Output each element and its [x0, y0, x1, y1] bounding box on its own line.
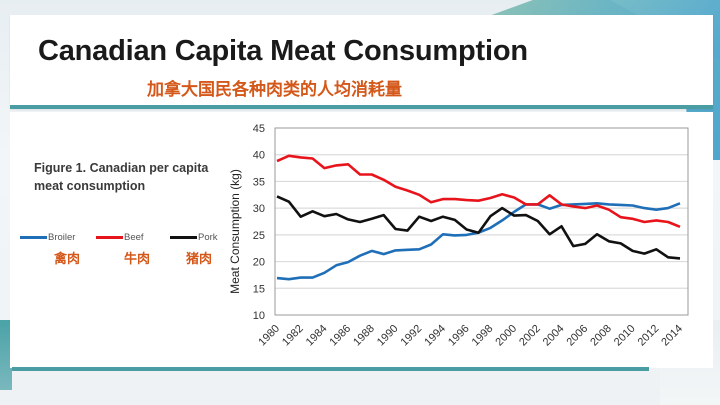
x-axis-ticks: 1980198219841986198819901992199419961998…	[256, 323, 685, 349]
x-tick-label: 1986	[327, 323, 353, 349]
y-axis-ticks: 10 15 20 25 30 35 40 45	[253, 123, 265, 322]
legend-label-beef: Beef	[124, 232, 144, 243]
legend-cn-broiler: 禽肉	[54, 251, 81, 266]
series-line-beef	[276, 154, 681, 229]
y-tick-label: 25	[253, 230, 265, 242]
legend-cn-beef: 牛肉	[124, 251, 151, 266]
legend-swatch-beef	[96, 236, 123, 239]
slide-title: Canadian Capita Meat Consumption	[38, 35, 528, 67]
legend-label-pork: Pork	[198, 232, 218, 243]
y-tick-label: 45	[253, 123, 265, 135]
x-tick-label: 2010	[612, 323, 638, 349]
gridlines	[275, 154, 688, 289]
y-tick-label: 15	[253, 283, 265, 295]
legend-item-broiler: Broiler	[20, 232, 75, 243]
legend-swatch-pork	[170, 236, 197, 239]
legend-item-beef: Beef	[96, 232, 144, 243]
x-tick-label: 2006	[564, 323, 590, 349]
y-tick-label: 10	[253, 310, 265, 322]
y-tick-label: 20	[253, 257, 265, 269]
x-tick-label: 1980	[256, 323, 282, 349]
x-tick-label: 2014	[659, 323, 685, 349]
accent-divider	[12, 367, 649, 371]
y-tick-label: 35	[253, 176, 265, 188]
series-lines	[276, 154, 681, 281]
x-tick-label: 2012	[636, 323, 662, 349]
x-tick-label: 1982	[280, 323, 306, 349]
x-tick-label: 2000	[493, 323, 519, 349]
figure-caption: Figure 1. Canadian per capita meat consu…	[34, 161, 209, 193]
series-line-pork	[276, 195, 681, 260]
title-card: Canadian Capita Meat Consumption 加拿大国民各种…	[10, 15, 713, 109]
x-tick-label: 2004	[541, 323, 567, 349]
y-tick-label: 30	[253, 203, 265, 215]
slide-subtitle-chinese: 加拿大国民各种肉类的人均消耗量	[147, 80, 402, 99]
x-tick-label: 1988	[351, 323, 377, 349]
x-tick-label: 2008	[588, 323, 614, 349]
x-tick-label: 2002	[517, 323, 543, 349]
x-tick-label: 1984	[304, 323, 330, 349]
x-tick-label: 1996	[446, 323, 472, 349]
plot-frame	[274, 127, 689, 316]
chart-legend: Broiler Beef Pork 禽肉 牛肉 猪肉	[20, 232, 220, 272]
y-tick-label: 40	[253, 150, 265, 162]
x-tick-label: 1998	[470, 323, 496, 349]
legend-label-broiler: Broiler	[48, 232, 76, 243]
x-tick-label: 1994	[422, 323, 448, 349]
legend-swatch-broiler	[20, 236, 47, 239]
legend-cn-pork: 猪肉	[186, 251, 213, 266]
x-tick-label: 1990	[375, 323, 401, 349]
decorative-bar-left	[0, 320, 12, 390]
y-axis-title: Meat Consumption (kg)	[228, 169, 242, 294]
x-tick-label: 1992	[399, 323, 425, 349]
legend-item-pork: Pork	[170, 232, 218, 243]
